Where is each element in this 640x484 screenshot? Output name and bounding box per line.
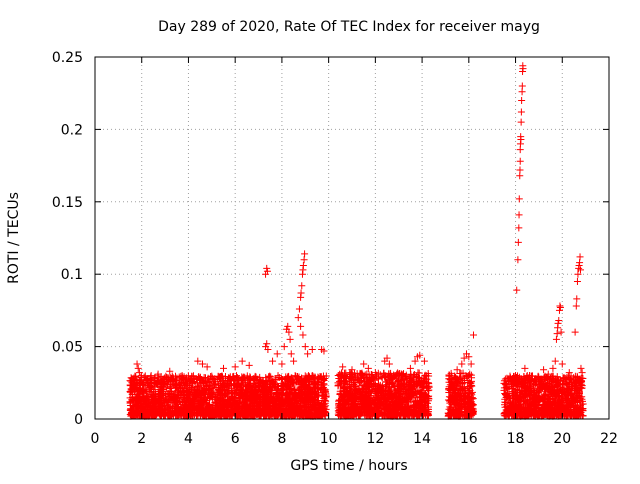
chart-title: Day 289 of 2020, Rate Of TEC Index for r… (158, 19, 540, 35)
grid-layer (95, 57, 609, 419)
data-layer (127, 62, 587, 419)
